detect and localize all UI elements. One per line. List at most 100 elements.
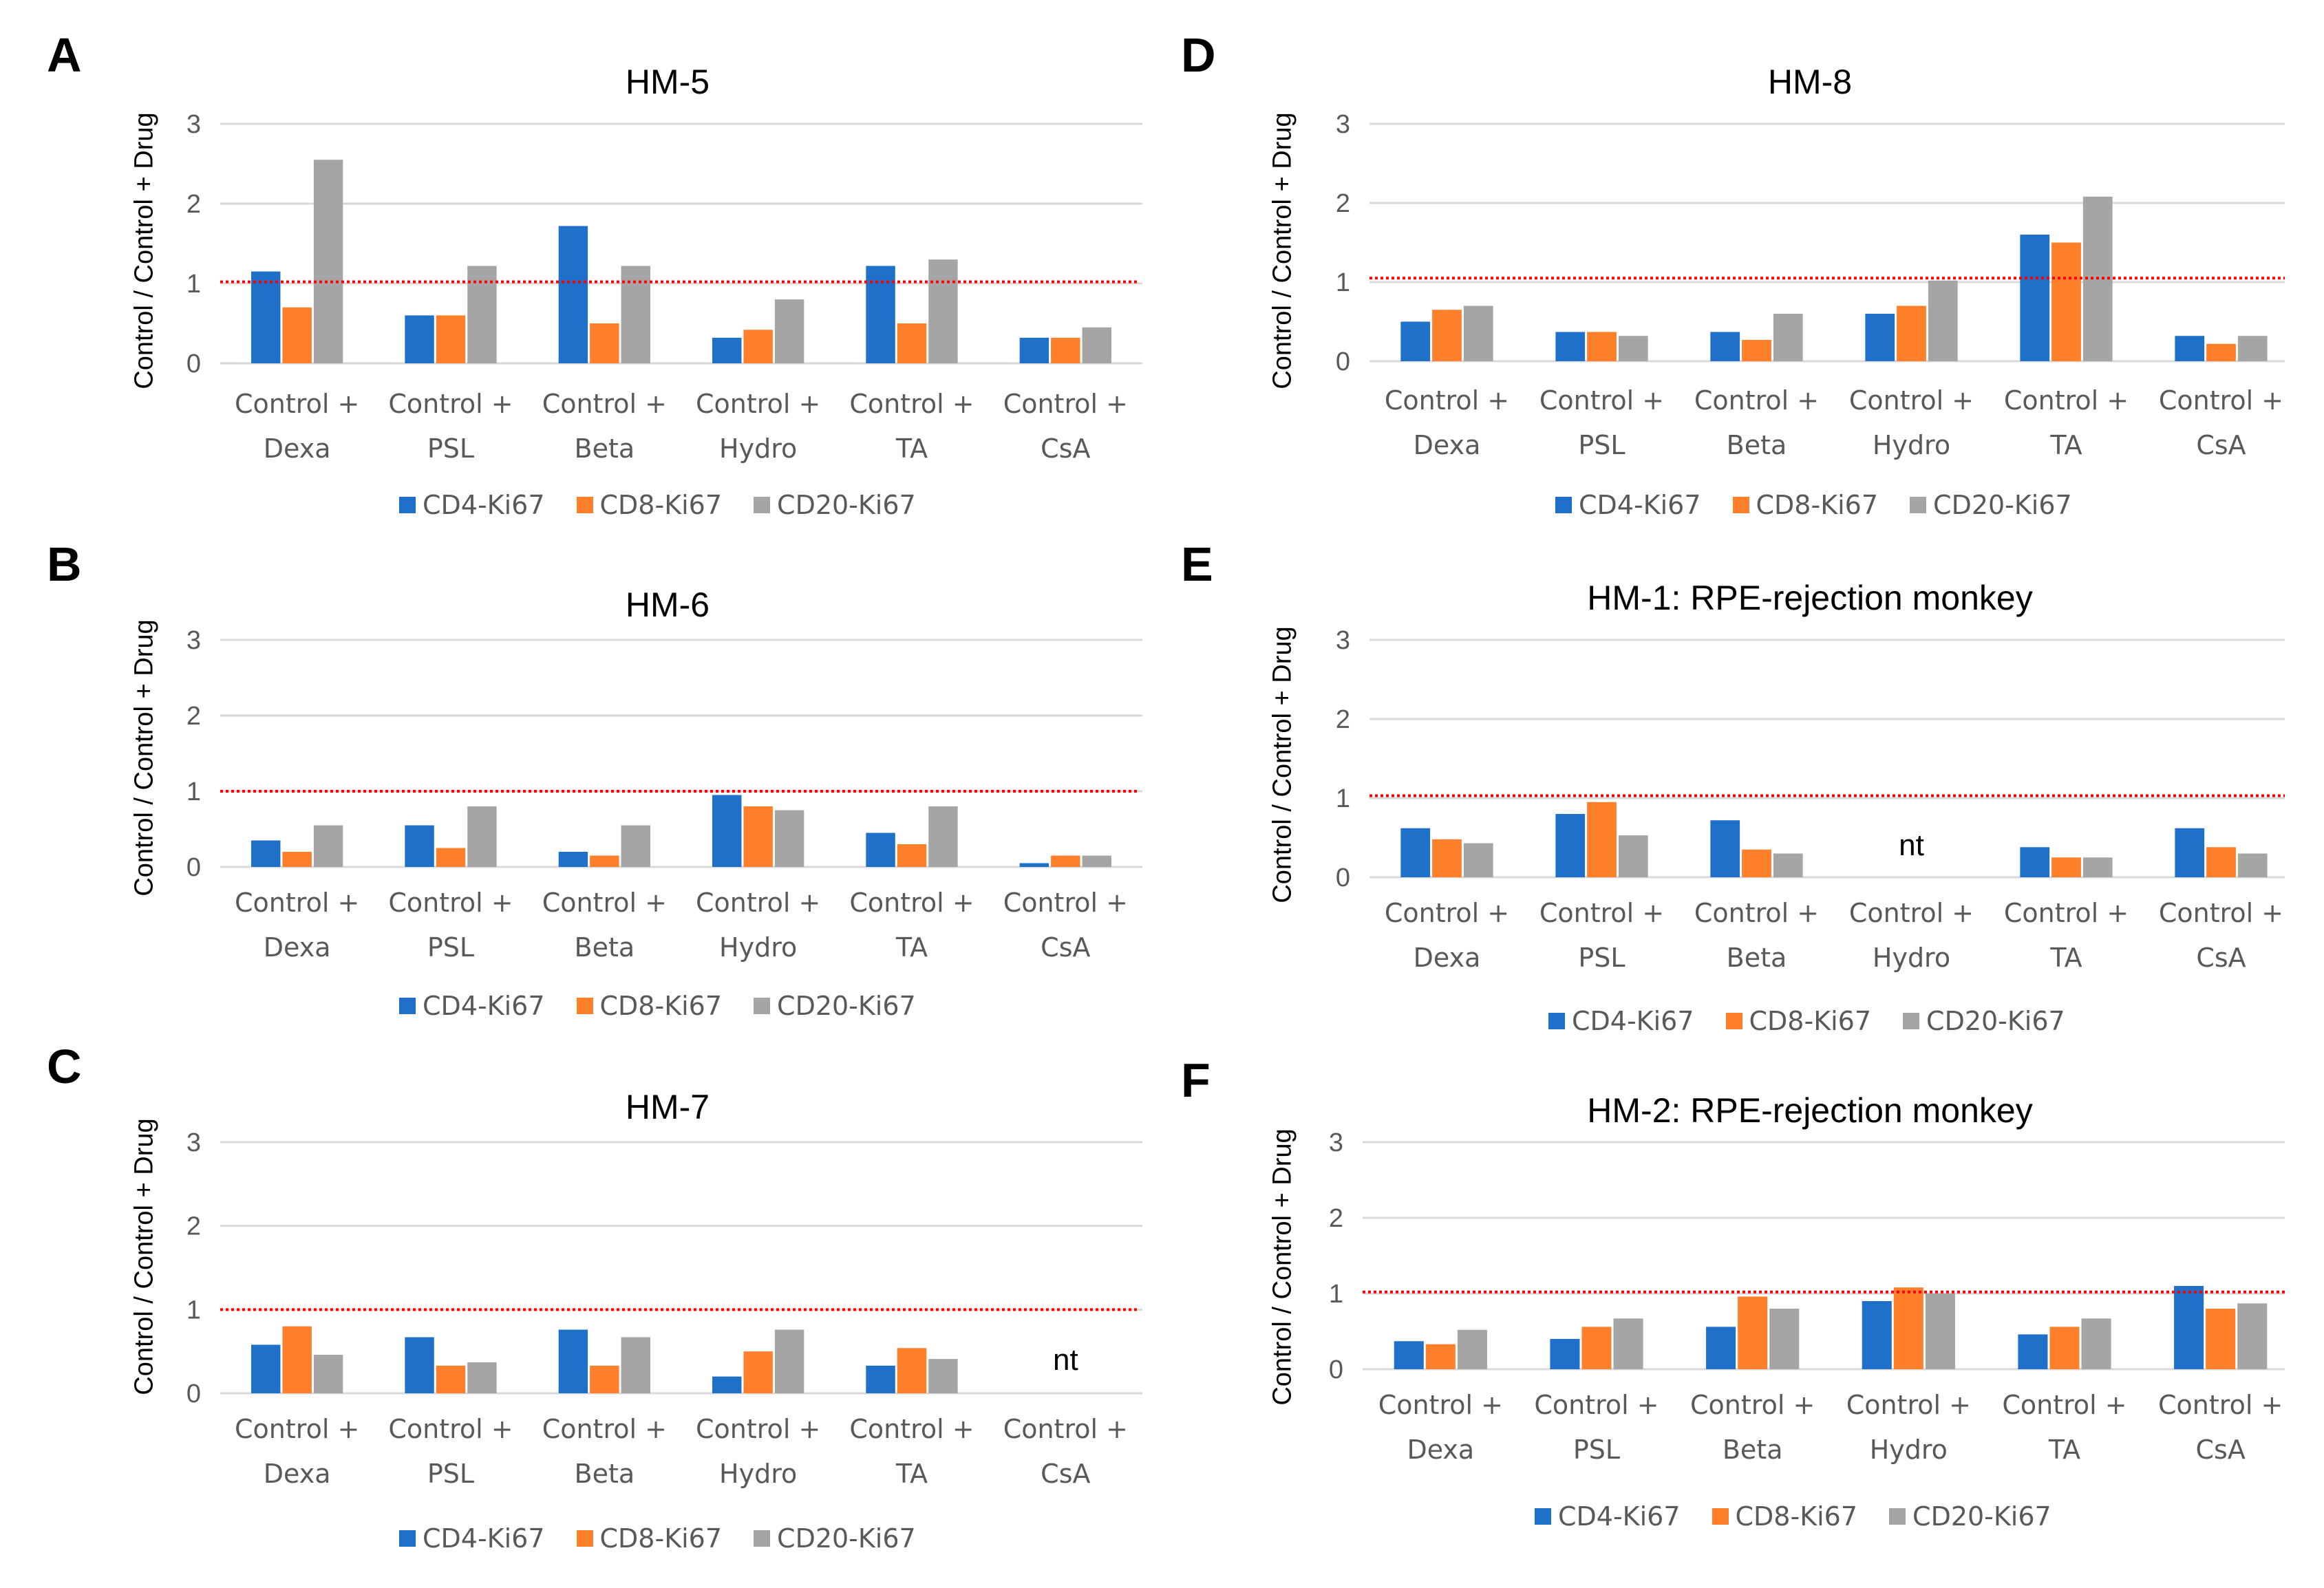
legend-label: CD8-Ki67 xyxy=(1749,1006,1872,1036)
y-tick-label: 0 xyxy=(186,1380,201,1408)
legend-item-cd20: CD20-Ki67 xyxy=(1903,1006,2065,1036)
bar-cd4 xyxy=(558,852,588,867)
x-tick-label: Beta xyxy=(575,1459,635,1489)
legend-label: CD8-Ki67 xyxy=(1756,490,1879,520)
bar-cd20 xyxy=(621,825,650,867)
bar-cd4 xyxy=(1019,863,1049,867)
bar-cd8 xyxy=(1587,802,1617,877)
legend-item-cd4: CD4-Ki67 xyxy=(399,1523,545,1554)
legend-item-cd20: CD20-Ki67 xyxy=(754,1523,916,1554)
bar-cd4 xyxy=(1555,332,1586,361)
x-tick-label: Control + xyxy=(1385,898,1509,928)
bar-cd8 xyxy=(2206,343,2236,361)
x-tick-label: Control + xyxy=(696,888,820,918)
legend-item-cd8: CD8-Ki67 xyxy=(1732,490,1879,520)
x-tick-label: Control + xyxy=(2158,1390,2283,1420)
x-tick-label: Hydro xyxy=(719,1459,797,1489)
legend-item-cd4: CD4-Ki67 xyxy=(399,490,545,520)
chart-plot: 0 1 2 3 Control + Dexa Control + PSL Control + Be… xyxy=(1329,1128,2285,1465)
x-tick-label: TA xyxy=(895,1459,928,1489)
legend-label: CD8-Ki67 xyxy=(1735,1501,1858,1532)
chart-title: HM-6 xyxy=(625,586,710,624)
legend-item-cd20: CD20-Ki67 xyxy=(1889,1501,2051,1532)
bar-cd8 xyxy=(590,855,619,867)
bar-cd8 xyxy=(1051,855,1080,867)
panel-letter: F xyxy=(1181,1053,1211,1107)
legend-swatch-cd8 xyxy=(1732,497,1749,513)
x-tick-label: Hydro xyxy=(719,932,797,963)
x-tick-label: Hydro xyxy=(1873,943,1950,973)
x-tick-label: CsA xyxy=(2196,1435,2246,1465)
bar-cd4 xyxy=(712,1376,742,1393)
legend-label: CD4-Ki67 xyxy=(1572,1006,1694,1036)
x-tick-label: Beta xyxy=(1727,430,1787,460)
bar-cd8 xyxy=(436,315,466,363)
bar-cd8 xyxy=(282,307,312,363)
legend: CD4-Ki67 CD8-Ki67 CD20-Ki67 xyxy=(399,1523,916,1554)
panel-d: D HM-8 Control / Control + Drug 0 1 2 3 Cont… xyxy=(1156,28,2285,523)
x-tick-label: Hydro xyxy=(1873,430,1950,460)
y-tick-label: 0 xyxy=(186,853,201,882)
x-tick-label: Control + xyxy=(1003,1414,1128,1444)
y-tick-label: 3 xyxy=(1336,110,1350,139)
bar-cd4 xyxy=(251,1344,281,1393)
panel-f: F HM-2: RPE-rejection monkey Control / C… xyxy=(1156,1039,2285,1534)
bar-cd20 xyxy=(467,806,497,867)
x-tick-label: Control + xyxy=(1849,385,1974,416)
legend-item-cd8: CD8-Ki67 xyxy=(1712,1501,1858,1532)
bar-cd8 xyxy=(743,806,773,867)
x-tick-label: Control + xyxy=(542,389,667,419)
bar-cd20 xyxy=(1618,835,1648,877)
legend-label: CD4-Ki67 xyxy=(423,991,545,1021)
bar-cd20 xyxy=(467,1362,497,1393)
bar-cd4 xyxy=(405,825,434,867)
y-tick-label: 3 xyxy=(186,1128,201,1157)
bar-cd8 xyxy=(2051,242,2081,361)
bar-cd4 xyxy=(2020,235,2050,361)
y-tick-label: 1 xyxy=(186,1296,201,1324)
bar-cd4 xyxy=(712,795,742,867)
legend: CD4-Ki67 CD8-Ki67 CD20-Ki67 xyxy=(1548,1006,2065,1036)
x-tick-label: Control + xyxy=(1378,1390,1503,1420)
bar-cd4 xyxy=(405,1337,434,1393)
x-tick-label: Dexa xyxy=(264,433,331,464)
legend-label: CD8-Ki67 xyxy=(599,991,723,1021)
x-tick-label: Dexa xyxy=(264,1459,331,1489)
bar-cd8 xyxy=(590,1365,619,1393)
bar-cd20 xyxy=(313,825,343,867)
bar-cd4 xyxy=(1862,1301,1892,1369)
x-tick-label: Control + xyxy=(1003,888,1128,918)
x-tick-label: Beta xyxy=(575,932,635,963)
x-tick-label: PSL xyxy=(1578,943,1625,973)
x-tick-label: Dexa xyxy=(1407,1435,1474,1465)
legend-item-cd4: CD4-Ki67 xyxy=(1555,490,1701,520)
bar-cd8 xyxy=(897,1348,927,1393)
x-tick-label: PSL xyxy=(1573,1435,1620,1465)
x-tick-label: Control + xyxy=(1539,898,1664,928)
x-tick-label: Control + xyxy=(235,1414,359,1444)
x-tick-label: CsA xyxy=(1041,932,1090,963)
bar-cd20 xyxy=(1082,855,1111,867)
panel-c: C HM-7 Control / Control + Drug 0 1 2 3 Cont… xyxy=(14,1040,1142,1554)
legend-swatch-cd4 xyxy=(399,497,416,513)
y-tick-label: 0 xyxy=(1336,347,1350,376)
x-tick-label: Control + xyxy=(1385,385,1509,416)
legend-item-cd20: CD20-Ki67 xyxy=(754,490,916,520)
bar-cd20 xyxy=(1082,327,1111,363)
bar-cd20 xyxy=(313,160,343,363)
bar-cd4 xyxy=(1550,1339,1580,1369)
bar-cd4 xyxy=(1400,828,1431,877)
bar-cd8 xyxy=(897,323,927,363)
legend-label: CD4-Ki67 xyxy=(1579,490,1701,520)
bar-cd8 xyxy=(1897,305,1926,361)
bar-cd8 xyxy=(1051,337,1080,363)
bar-cd8 xyxy=(2206,847,2236,877)
not-tested-label: nt xyxy=(1053,1343,1078,1377)
bar-cd20 xyxy=(2081,1318,2111,1369)
bar-cd20 xyxy=(774,1329,804,1393)
bar-cd20 xyxy=(1618,336,1648,361)
bar-cd4 xyxy=(251,271,281,363)
legend-swatch-cd4 xyxy=(1555,497,1572,513)
chart-plot: 0 1 2 3 Control + Dexa Control + PSL Control + Be… xyxy=(186,1128,1142,1489)
